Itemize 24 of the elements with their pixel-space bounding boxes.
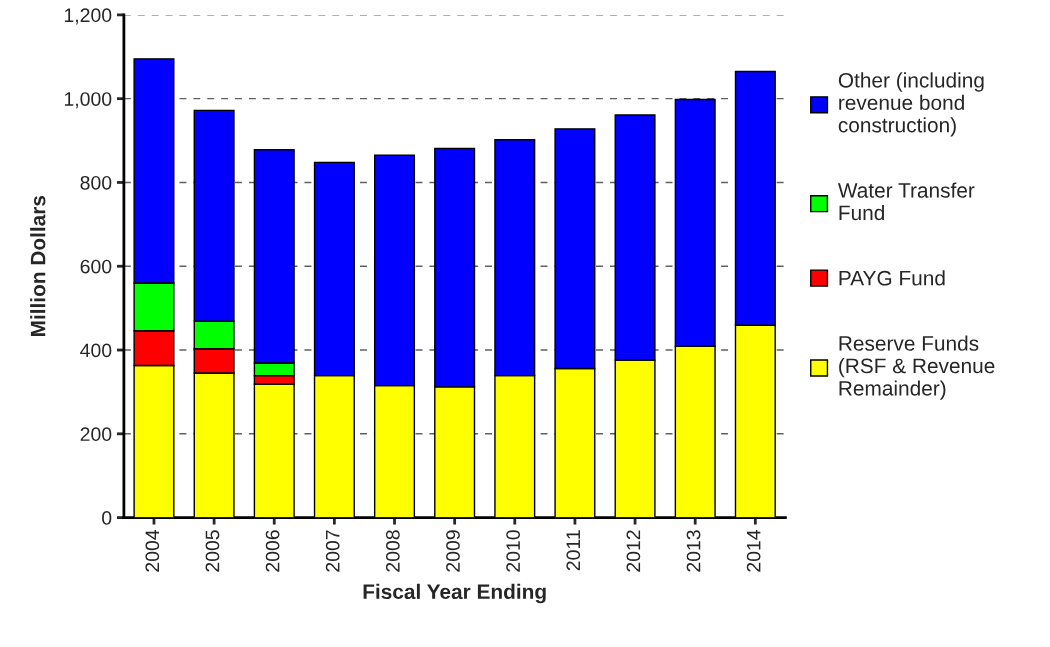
x-tick-label: 2011 — [566, 530, 581, 571]
x-tick-label: 2010 — [506, 530, 521, 572]
x-tick-label: 2013 — [686, 530, 701, 572]
x-tick-label: 2004 — [145, 529, 160, 572]
x-tick-label: 2008 — [385, 530, 400, 572]
legend-label: PAYG Fund — [839, 270, 945, 286]
y-tick-label: 200 — [80, 427, 112, 442]
y-axis-title: Million Dollars — [30, 195, 46, 337]
x-tick-label: 2007 — [325, 530, 340, 572]
y-tick-label: 0 — [102, 511, 112, 525]
x-tick-label: 2012 — [626, 530, 641, 572]
y-tick-label: 600 — [80, 259, 112, 274]
x-tick-label: 2009 — [446, 530, 460, 572]
y-tick-label: 1,200 — [64, 8, 112, 25]
legend-label: Other (including revenue bond construction) — [838, 72, 984, 137]
legend-label: Water Transfer Fund — [837, 182, 975, 221]
y-tick-label: 800 — [80, 175, 112, 190]
x-tick-label: 2014 — [746, 529, 761, 572]
y-tick-label: 400 — [80, 343, 112, 358]
x-tick-label: 2006 — [265, 530, 280, 572]
y-tick-label: 1,000 — [64, 92, 112, 109]
x-tick-label: 2005 — [205, 530, 220, 572]
legend-label: Reserve Funds (RSF & Revenue Remainder) — [839, 335, 995, 400]
x-axis-title: Fiscal Year Ending — [363, 583, 546, 604]
